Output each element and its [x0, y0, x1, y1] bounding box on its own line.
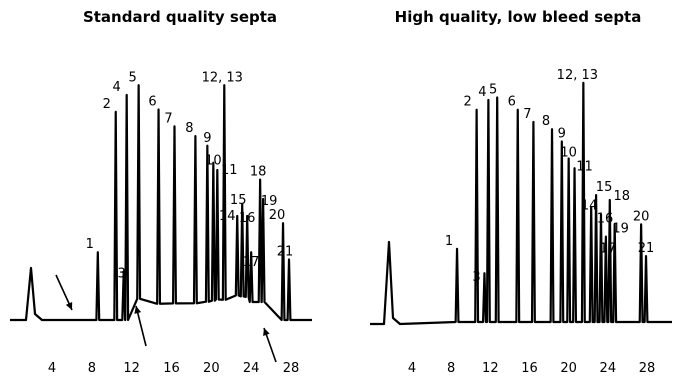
x-tick-label: 4	[48, 361, 56, 376]
peak-label: 5	[489, 83, 497, 98]
peak-label: 19	[612, 221, 629, 236]
x-tick-label: 12	[482, 361, 499, 376]
peak-label: 1	[445, 234, 453, 249]
peak-label: 7	[523, 107, 531, 122]
peak-label: 15	[230, 193, 247, 208]
x-tick-label: 16	[521, 361, 538, 376]
peak-label: 3	[472, 270, 480, 285]
peak-label: 19	[261, 194, 278, 209]
peak-label: 21	[277, 245, 294, 260]
peak-label: 18	[250, 165, 267, 180]
peak-label: 20	[633, 209, 650, 224]
x-tick-label: 8	[447, 361, 455, 376]
peak-label: 14	[581, 198, 598, 213]
peak-label: 4	[113, 80, 121, 95]
peak-label: 10	[560, 146, 577, 161]
peak-label: 6	[508, 95, 516, 110]
peak-label: 15	[596, 180, 613, 195]
peak-label: 6	[148, 94, 156, 109]
peak-label: 14	[219, 209, 236, 224]
chromatogram-trace-hq	[370, 81, 672, 326]
peak-label: 4	[478, 85, 486, 100]
peak-label: 21	[638, 241, 655, 256]
peak-label: 8	[542, 114, 550, 129]
peak-label: 5	[128, 70, 136, 85]
x-tick-label: 24	[243, 361, 260, 376]
bleed-arrow-3-head	[263, 328, 270, 336]
peak-label: 11	[221, 163, 238, 178]
chart-title-high-quality: High quality, low bleed septa	[394, 8, 642, 26]
peak-label: 12, 13	[202, 70, 243, 85]
x-tick-label: 16	[163, 361, 180, 376]
peak-label: 2	[103, 97, 111, 112]
x-tick-label: 20	[560, 361, 577, 376]
peak-label: 17	[243, 255, 260, 270]
peak-label: 16	[239, 211, 256, 226]
peak-label: 16	[597, 212, 614, 227]
peak-label: 1	[86, 237, 94, 252]
peak-label: 18	[614, 189, 631, 204]
peak-label: 11	[576, 159, 593, 174]
peak-label: 12, 13	[557, 68, 598, 83]
bleed-arrow-1-head	[65, 302, 73, 310]
x-tick-label: 4	[408, 361, 416, 376]
x-tick-label: 28	[639, 361, 656, 376]
peak-label: 10	[205, 154, 222, 169]
chart-title-standard: Standard quality septa	[82, 8, 278, 26]
peak-label: 3	[118, 267, 126, 282]
bleed-arrow-2-head	[134, 306, 142, 314]
x-tick-label: 20	[203, 361, 220, 376]
chromatogram-trace-std	[10, 84, 312, 322]
peak-label: 20	[269, 208, 286, 223]
x-tick-label: 28	[283, 361, 300, 376]
peak-label: 2	[463, 95, 471, 110]
peak-label: 8	[185, 121, 193, 136]
x-tick-label: 12	[123, 361, 140, 376]
peak-label: 17	[600, 242, 617, 257]
peak-label: 7	[164, 111, 172, 126]
x-tick-label: 24	[600, 361, 617, 376]
x-tick-label: 8	[88, 361, 96, 376]
peak-label: 9	[558, 126, 566, 141]
peak-label: 9	[203, 131, 211, 146]
